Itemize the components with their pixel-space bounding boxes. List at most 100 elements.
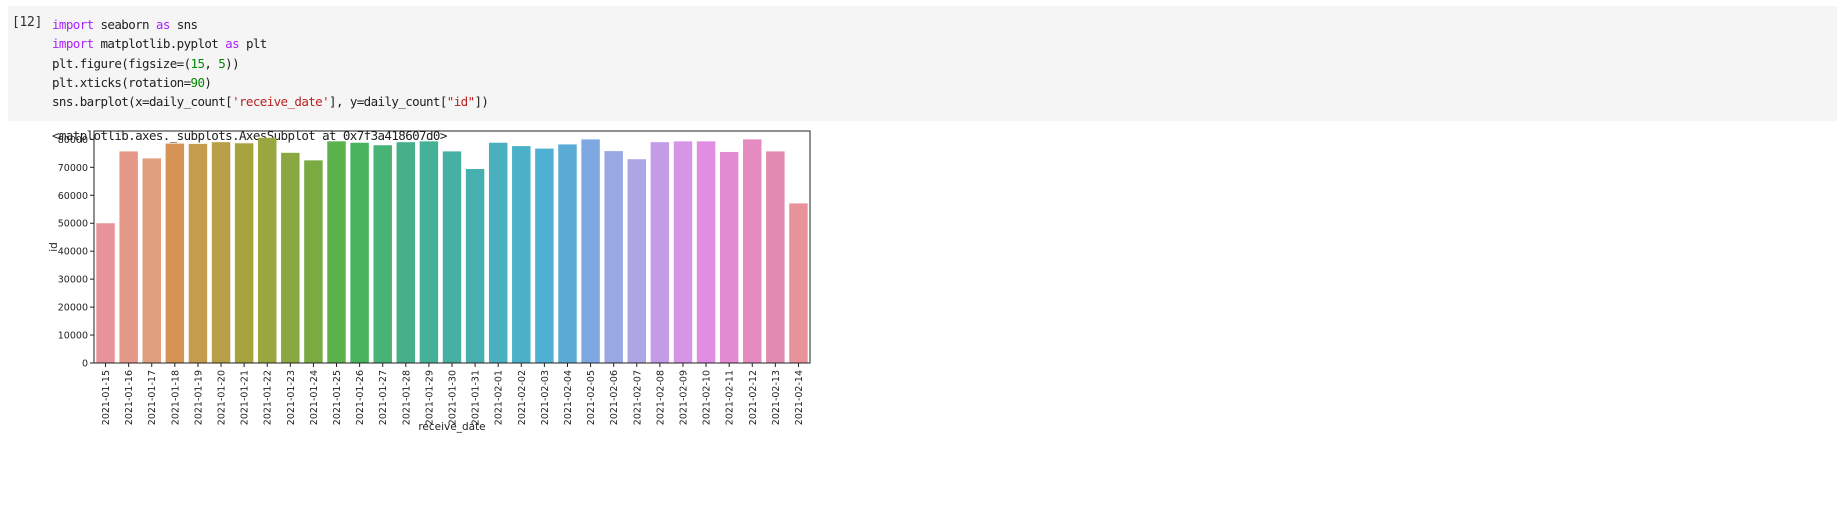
bar-2021-02-09: [673, 141, 693, 363]
code-token: 15: [190, 55, 205, 71]
bar-2021-01-23: [281, 152, 300, 363]
bar-2021-01-25: [327, 141, 346, 363]
y-tick-label: 30000: [58, 275, 88, 286]
x-tick-label: 2021-02-13: [771, 370, 782, 425]
x-axis-label: receive_date: [418, 421, 485, 433]
y-tick-label: 60000: [58, 191, 88, 202]
code-token: sns: [169, 17, 198, 32]
code-token: plt: [239, 36, 267, 52]
bar-2021-01-28: [396, 142, 416, 363]
bar-2021-02-03: [535, 148, 554, 363]
bar-2021-01-24: [304, 160, 323, 363]
x-tick-label: 2021-01-26: [355, 370, 366, 425]
x-tick-label: 2021-02-06: [609, 370, 620, 425]
y-tick-label: 50000: [58, 219, 88, 230]
x-tick-label: 2021-01-25: [332, 370, 343, 425]
bar-2021-02-07: [627, 159, 647, 363]
code-token: ,: [204, 55, 219, 71]
code-token: )): [225, 55, 240, 71]
x-tick-label: 2021-01-28: [401, 370, 412, 425]
x-tick-label: 2021-01-17: [147, 370, 158, 425]
code-editor[interactable]: import seaborn as sns import matplotlib.p…: [52, 15, 489, 111]
bar-2021-01-17: [142, 158, 161, 363]
y-tick-label: 80000: [58, 135, 88, 146]
code-token: import: [52, 17, 94, 32]
y-axis-label: id: [48, 242, 60, 252]
bar-2021-02-10: [696, 141, 716, 363]
x-tick-label: 2021-02-02: [517, 370, 528, 425]
x-tick-label: 2021-02-07: [632, 370, 643, 425]
x-tick-label: 2021-02-04: [563, 370, 574, 425]
x-tick-label: 2021-01-24: [309, 370, 320, 425]
bar-2021-01-30: [442, 151, 462, 363]
x-tick-label: 2021-01-18: [170, 370, 181, 425]
bar-2021-01-20: [211, 142, 231, 363]
x-tick-label: 2021-01-30: [448, 370, 459, 425]
x-tick-label: 2021-02-08: [655, 370, 666, 425]
bar-2021-01-15: [96, 223, 115, 363]
x-tick-label: 2021-01-21: [240, 370, 251, 425]
bar-2021-01-27: [373, 145, 392, 363]
x-tick-label: 2021-02-10: [702, 370, 713, 425]
bar-2021-01-18: [165, 143, 185, 363]
x-tick-label: 2021-02-01: [494, 370, 505, 425]
bar-2021-02-06: [604, 151, 623, 363]
x-tick-label: 2021-01-31: [471, 370, 482, 425]
code-token: matplotlib.pyplot: [93, 36, 226, 52]
bar-2021-01-26: [350, 142, 369, 363]
output-repr-text: <matplotlib.axes._subplots.AxesSubplot a…: [52, 128, 447, 143]
x-tick-label: 2021-02-09: [678, 370, 689, 425]
x-tick-label: 2021-02-14: [794, 370, 805, 425]
x-tick-label: 2021-01-15: [101, 370, 112, 425]
code-token: plt.figure(figsize=(: [52, 55, 191, 71]
code-token: ]): [474, 94, 489, 110]
y-tick-label: 40000: [58, 247, 88, 258]
bar-2021-01-16: [119, 151, 138, 363]
bar-2021-02-14: [789, 203, 808, 363]
bar-2021-01-31: [465, 169, 485, 363]
code-token: import: [52, 36, 94, 52]
code-token: as: [225, 36, 240, 52]
code-token: 'receive_date': [232, 94, 330, 110]
code-line: plt.figure(figsize=(15, 5)): [52, 54, 488, 73]
code-token: 90: [190, 74, 205, 90]
cell-prompt: [12]: [12, 15, 43, 30]
bar-2021-01-22: [257, 137, 277, 363]
code-token: sns.barplot(x=daily_count[: [52, 94, 233, 110]
code-token: seaborn: [93, 17, 156, 32]
code-cell[interactable]: [12] import seaborn as sns import matplot…: [8, 6, 1837, 121]
code-token: ): [204, 74, 212, 90]
code-token: ], y=daily_count[: [329, 94, 447, 110]
code-line: import matplotlib.pyplot as plt: [52, 34, 488, 53]
bar-2021-01-21: [234, 143, 254, 363]
x-tick-label: 2021-01-16: [124, 370, 135, 425]
bar-2021-02-08: [650, 142, 670, 363]
code-line: plt.xticks(rotation=90): [52, 73, 488, 92]
x-tick-label: 2021-01-20: [217, 370, 228, 425]
y-tick-label: 0: [82, 359, 88, 370]
code-token: "id": [446, 94, 475, 110]
x-tick-label: 2021-01-27: [378, 370, 389, 425]
bar-2021-02-13: [766, 151, 785, 363]
bar-2021-02-12: [743, 139, 762, 363]
bar-2021-02-01: [488, 142, 508, 363]
y-tick-label: 70000: [58, 163, 88, 174]
code-token: 5: [218, 55, 226, 71]
x-tick-label: 2021-02-12: [748, 370, 759, 425]
y-tick-label: 10000: [58, 331, 88, 342]
y-tick-label: 20000: [58, 303, 88, 314]
bar-2021-01-19: [188, 143, 208, 363]
x-tick-label: 2021-02-11: [725, 370, 736, 425]
x-tick-label: 2021-01-23: [286, 370, 297, 425]
bar-2021-02-02: [512, 146, 531, 363]
x-tick-label: 2021-01-29: [424, 370, 435, 425]
code-line: import seaborn as sns: [52, 15, 488, 34]
code-token: as: [155, 17, 170, 32]
bar-2021-02-04: [558, 144, 577, 363]
x-tick-label: 2021-01-19: [193, 370, 204, 425]
bar-2021-01-29: [419, 141, 439, 363]
code-line: sns.barplot(x=daily_count['receive_date'…: [52, 92, 489, 111]
x-tick-label: 2021-01-22: [263, 370, 274, 425]
bar-2021-02-05: [581, 139, 600, 363]
bar-2021-02-11: [719, 151, 739, 363]
